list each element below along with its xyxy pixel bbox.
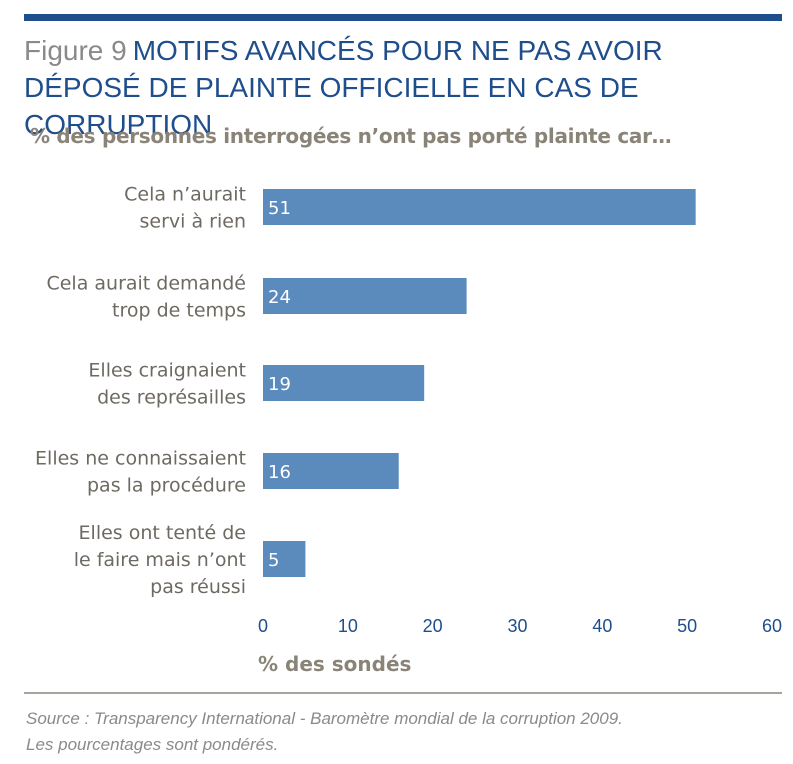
bar-2 [263, 365, 425, 401]
figure-label: Figure 9 [24, 35, 127, 66]
bar-value-label: 51 [268, 198, 291, 219]
x-tick-label: 60 [762, 616, 782, 636]
source-line-2: Les pourcentages sont pondérés. [26, 735, 279, 754]
bottom-rule [24, 692, 782, 694]
bar-value-label: 5 [268, 550, 279, 571]
bar-0 [263, 189, 696, 225]
category-label: pas la procédure [87, 475, 246, 497]
category-label: Elles ne connaissaient [35, 448, 246, 470]
category-label: Elles craignaient [88, 360, 246, 382]
category-label: servi à rien [140, 211, 246, 233]
top-rule [24, 14, 782, 21]
bar-value-label: 19 [268, 374, 291, 395]
figure-title: Figure 9 MOTIFS AVANCÉS POUR NE PAS AVOIR… [24, 32, 784, 143]
source-line-1: Source : Transparency International - Ba… [26, 709, 623, 728]
x-tick-label: 30 [507, 616, 527, 636]
category-label: Cela n’aurait [124, 184, 246, 206]
category-label: Cela aurait demandé [46, 273, 246, 295]
bar-4 [263, 541, 306, 577]
category-label: trop de temps [112, 300, 246, 322]
x-axis-label: % des sondés [258, 652, 412, 676]
category-label: pas réussi [150, 576, 246, 598]
x-tick-label: 50 [677, 616, 697, 636]
x-tick-label: 0 [258, 616, 268, 636]
bar-chart: 51 Cela n’aurait servi à rien 24 Cela aurait… [35, 184, 782, 637]
category-label: Elles ont tenté de [79, 522, 246, 544]
bar-3 [263, 453, 399, 489]
bar-1 [263, 278, 467, 314]
bar-value-label: 16 [268, 462, 291, 483]
category-label: des représailles [97, 387, 246, 409]
category-label: le faire mais n’ont [74, 549, 246, 571]
source-note: Source : Transparency International - Ba… [26, 706, 623, 758]
x-tick-label: 20 [423, 616, 443, 636]
x-tick-label: 10 [338, 616, 358, 636]
chart-subtitle: % des personnes interrogées n’ont pas po… [30, 124, 672, 148]
x-tick-label: 40 [592, 616, 612, 636]
figure-title-text: MOTIFS AVANCÉS POUR NE PAS AVOIR DÉPOSÉ … [24, 35, 663, 140]
bar-value-label: 24 [268, 287, 291, 308]
